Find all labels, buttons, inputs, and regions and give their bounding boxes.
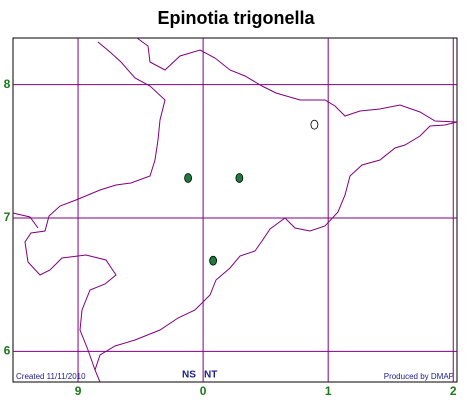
record-dot — [184, 173, 192, 183]
coastline — [136, 37, 458, 123]
created-date: Created 11/11/2010 — [16, 372, 86, 381]
coastline — [24, 41, 166, 371]
northing-label: 6 — [4, 344, 11, 358]
record-dot — [209, 255, 218, 266]
coastline — [94, 121, 458, 383]
coastline — [12, 212, 39, 229]
record-dot — [235, 173, 244, 183]
map-title: Epinotia trigonella — [157, 8, 315, 28]
northing-label: 8 — [4, 77, 11, 91]
easting-label: 1 — [325, 384, 332, 398]
records — [184, 119, 319, 266]
easting-label: 9 — [75, 384, 82, 398]
producer: Produced by DMAP — [384, 372, 454, 381]
northing-label: 7 — [4, 210, 11, 224]
easting-label: 2 — [450, 384, 457, 398]
easting-label: 0 — [200, 384, 207, 398]
grid-square: NT — [204, 370, 217, 381]
grid-square: NS — [182, 370, 196, 381]
grid — [13, 38, 457, 382]
map-frame — [12, 37, 458, 383]
record-dot — [310, 119, 319, 130]
